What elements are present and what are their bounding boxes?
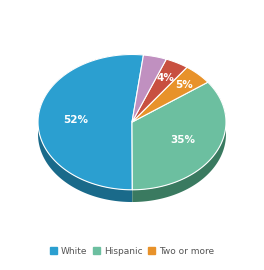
Polygon shape — [132, 59, 187, 122]
Polygon shape — [132, 82, 226, 202]
Polygon shape — [132, 55, 166, 122]
Text: 5%: 5% — [175, 80, 192, 90]
Polygon shape — [132, 82, 226, 190]
Polygon shape — [132, 67, 208, 122]
Text: 52%: 52% — [63, 115, 88, 125]
Text: 35%: 35% — [170, 136, 195, 146]
Polygon shape — [38, 55, 143, 190]
Polygon shape — [38, 55, 143, 202]
Legend: White, Hispanic, Two or more: White, Hispanic, Two or more — [47, 243, 217, 259]
Text: 4%: 4% — [157, 73, 175, 83]
